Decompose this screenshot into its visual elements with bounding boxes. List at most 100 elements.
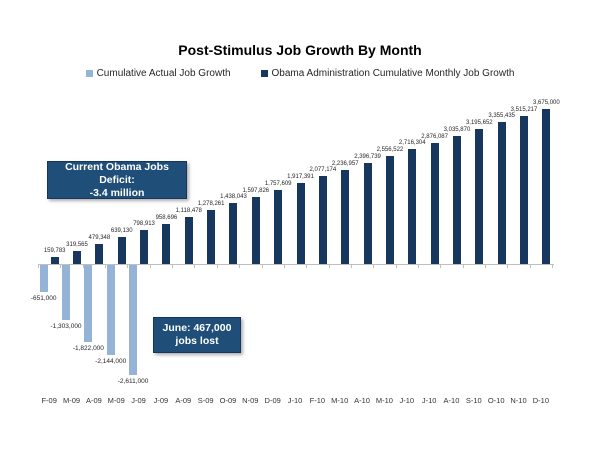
actual-bar: [62, 265, 71, 320]
x-axis-label: A-09: [175, 396, 192, 405]
x-axis-line: [38, 264, 555, 265]
obama-bar: [50, 257, 59, 264]
x-axis-tick: [38, 264, 39, 268]
obama-bar: [251, 197, 260, 264]
legend-swatch-obama: [260, 70, 268, 77]
obama-bar: [452, 136, 461, 264]
x-axis-label: M-10: [375, 396, 393, 405]
deficit-callout-line1: Current Obama Jobs Deficit:: [65, 160, 169, 186]
legend-item-obama: Obama Administration Cumulative Monthly …: [260, 68, 515, 79]
x-axis-tick: [507, 264, 509, 268]
obama-value-label: 1,118,478: [175, 208, 202, 214]
chart-title: Post-Stimulus Job Growth By Month: [178, 42, 422, 58]
obama-value-label: 798,913: [133, 221, 155, 227]
x-axis-label: A-10: [354, 396, 370, 405]
x-axis-tick: [350, 264, 352, 268]
obama-value-label: 159,783: [43, 248, 66, 254]
x-axis-tick: [328, 264, 330, 268]
obama-value-label: 2,556,522: [376, 147, 404, 153]
x-axis-label: J-10: [287, 396, 303, 405]
x-axis-label: M-09: [107, 396, 125, 405]
x-axis-tick: [149, 264, 151, 268]
legend-label-obama: Obama Administration Cumulative Monthly …: [271, 68, 515, 79]
x-axis-tick: [529, 264, 531, 268]
legend-item-actual: Cumulative Actual Job Growth: [85, 68, 231, 79]
x-axis-label: N-10: [510, 396, 527, 405]
obama-value-label: 958,696: [155, 215, 178, 221]
x-axis-tick: [485, 264, 486, 268]
obama-value-label: 3,355,435: [488, 113, 516, 119]
obama-value-label: 639,130: [110, 228, 133, 234]
obama-value-label: 2,396,739: [354, 154, 381, 160]
x-axis-label: S-10: [465, 396, 482, 405]
x-axis-label: J-10: [421, 396, 437, 405]
obama-bar: [430, 143, 439, 264]
obama-value-label: 1,757,609: [264, 181, 292, 187]
obama-value-label: 1,917,391: [287, 174, 314, 180]
x-axis-tick: [395, 264, 397, 268]
x-axis-tick: [261, 264, 263, 268]
x-axis-label: O-10: [487, 396, 505, 405]
x-axis-label: J-10: [399, 396, 415, 405]
x-axis-label: M-10: [331, 396, 349, 405]
obama-bar: [95, 244, 104, 264]
x-axis-label: S-09: [197, 396, 214, 405]
x-axis-tick: [417, 264, 419, 268]
x-axis-tick: [552, 264, 554, 268]
x-axis-tick: [306, 264, 308, 268]
x-axis-tick: [82, 264, 84, 268]
x-axis-tick: [462, 264, 464, 268]
obama-value-label: 1,597,826: [242, 188, 270, 194]
june-callout-line2: jobs lost: [175, 335, 219, 347]
actual-value-label: -1,303,000: [50, 323, 82, 330]
x-axis-label: A-09: [85, 396, 102, 405]
obama-bar: [341, 170, 350, 264]
x-axis-tick: [216, 264, 218, 268]
x-axis-tick: [127, 264, 129, 268]
obama-value-label: 2,716,304: [398, 140, 426, 146]
obama-value-label: 2,876,087: [421, 134, 448, 140]
obama-bar: [296, 183, 305, 264]
obama-bar: [184, 217, 193, 264]
obama-value-label: 3,195,652: [465, 120, 493, 126]
x-axis-label: F-10: [309, 396, 326, 405]
x-axis-tick: [283, 264, 285, 268]
obama-bar: [497, 122, 506, 264]
x-axis-label: J-09: [153, 396, 169, 405]
obama-value-label: 479,348: [88, 235, 111, 241]
x-axis-tick: [440, 264, 442, 268]
obama-bar: [408, 149, 417, 264]
x-axis-tick: [172, 264, 174, 268]
x-axis-label: M-09: [62, 396, 81, 405]
x-axis-tick: [105, 264, 107, 268]
obama-value-label: 3,035,870: [443, 127, 471, 133]
june-callout: June: 467,000 jobs lost: [153, 317, 241, 353]
actual-bar: [106, 265, 115, 355]
x-axis-tick: [194, 264, 196, 268]
obama-bar: [162, 224, 171, 264]
obama-bar: [140, 230, 149, 264]
x-axis-tick: [373, 264, 375, 268]
actual-bar: [39, 265, 48, 292]
obama-bar: [475, 129, 484, 264]
obama-bar: [385, 156, 394, 264]
x-axis-tick: [239, 264, 241, 268]
deficit-callout-line2: -3.4 million: [89, 186, 145, 199]
legend-swatch-actual: [85, 70, 93, 77]
x-axis-label: D-09: [264, 396, 281, 405]
actual-value-label: -1,822,000: [72, 345, 104, 352]
obama-value-label: 2,236,957: [331, 161, 359, 167]
obama-bar: [363, 163, 372, 264]
x-axis-label: D-10: [532, 396, 549, 405]
obama-bar: [318, 176, 327, 264]
actual-value-label: -2,611,000: [117, 378, 149, 385]
obama-value-label: 3,515,217: [510, 107, 538, 113]
obama-bar: [207, 210, 216, 264]
obama-value-label: 3,675,000: [533, 100, 560, 106]
legend: Cumulative Actual Job Growth Obama Admin…: [0, 68, 600, 79]
actual-bar: [129, 265, 138, 375]
legend-label-actual: Cumulative Actual Job Growth: [96, 68, 231, 79]
x-axis-label: N-09: [242, 396, 259, 405]
x-axis-label: J-09: [131, 396, 146, 405]
